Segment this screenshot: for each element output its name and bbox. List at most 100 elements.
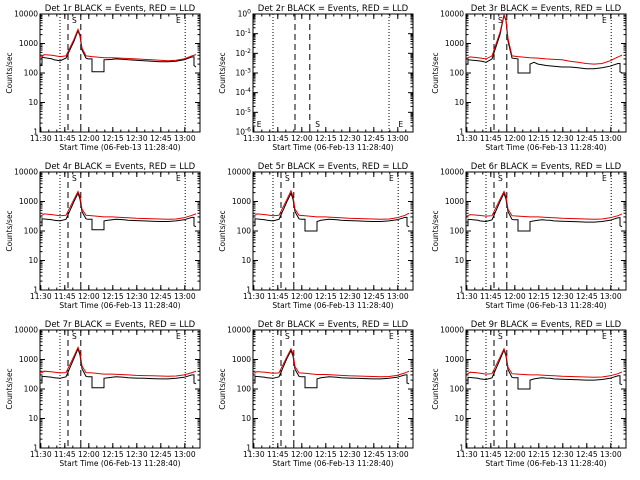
x-tick-label: 11:45 <box>54 450 76 459</box>
plot-frame <box>465 171 627 291</box>
y-axis-label: Counts/sec <box>5 52 14 93</box>
series-line-lld <box>465 190 623 220</box>
x-axis-label: Start Time (06-Feb-13 11:28:40) <box>59 301 180 310</box>
plot-frame <box>252 171 414 291</box>
x-axis-label: Start Time (06-Feb-13 11:28:40) <box>272 459 393 468</box>
end-marker: E <box>602 16 607 25</box>
panel-title: Det 7r BLACK = Events, RED = LLD <box>45 320 196 330</box>
x-tick-label: 12:00 <box>504 292 526 301</box>
panel-title: Det 8r BLACK = Events, RED = LLD <box>258 320 409 330</box>
x-tick-label: 12:30 <box>339 450 361 459</box>
y-tick-label: 1000 <box>232 197 251 206</box>
y-tick-label: 1 <box>459 286 464 295</box>
start-marker: S <box>498 16 503 25</box>
x-tick-label: 12:30 <box>339 292 361 301</box>
x-tick-label: 12:00 <box>504 134 526 143</box>
series-line-lld <box>39 28 197 62</box>
x-tick-label: 11:30 <box>30 450 52 459</box>
start-marker: S <box>315 120 320 129</box>
x-tick-label: 12:00 <box>291 292 313 301</box>
panel-title: Det 1r BLACK = Events, RED = LLD <box>45 4 196 14</box>
plot-frame <box>465 13 627 133</box>
y-tick-label: 1000 <box>19 355 38 364</box>
y-axis-label: Counts/sec <box>5 368 14 409</box>
x-tick-label: 12:00 <box>291 450 313 459</box>
x-axis-label: Start Time (06-Feb-13 11:28:40) <box>272 301 393 310</box>
series-line-lld <box>465 13 623 65</box>
end-marker: E <box>176 174 181 183</box>
x-tick-label: 12:15 <box>315 292 337 301</box>
y-axis-label: Counts/sec <box>218 210 227 251</box>
series-line-events <box>253 349 410 389</box>
y-tick-label: 10000 <box>14 326 38 335</box>
x-tick-label: 11:30 <box>30 292 52 301</box>
x-tick-label: 13:00 <box>174 134 196 143</box>
end-marker: E <box>389 174 394 183</box>
x-tick-label: 11:30 <box>456 292 478 301</box>
series-line-lld <box>465 347 623 378</box>
y-tick-label: 10-2 <box>235 48 251 58</box>
panel-title: Det 5r BLACK = Events, RED = LLD <box>258 162 409 172</box>
plot-frame <box>39 171 201 291</box>
y-tick-label: 1 <box>459 444 464 453</box>
series-line-events <box>466 191 623 232</box>
plot-frame <box>252 329 414 449</box>
y-tick-label: 100 <box>24 69 39 78</box>
series-line-events <box>466 13 623 74</box>
start-marker: S <box>285 174 290 183</box>
x-tick-label: 11:45 <box>267 134 289 143</box>
y-tick-label: 1 <box>33 128 38 137</box>
end-marker: E <box>602 332 607 341</box>
y-tick-label: 10-4 <box>235 87 251 97</box>
y-tick-label: 1000 <box>19 197 38 206</box>
y-axis-label: Counts/sec <box>431 210 440 251</box>
y-tick-label: 10000 <box>440 10 464 19</box>
x-tick-label: 12:45 <box>363 450 385 459</box>
detector-panel-5: Det 5r BLACK = Events, RED = LLD 1 10 100 10… <box>218 162 414 310</box>
y-tick-label: 10-1 <box>235 28 251 38</box>
series-line-lld <box>252 189 410 220</box>
x-tick-label: 11:45 <box>480 134 502 143</box>
detector-panel-8: Det 8r BLACK = Events, RED = LLD 1 10 100 10… <box>218 320 414 468</box>
x-tick-label: 11:45 <box>267 450 289 459</box>
x-tick-label: 12:00 <box>78 292 100 301</box>
series-line-events <box>466 348 623 390</box>
plot-frame <box>252 13 414 133</box>
y-tick-label: 1 <box>459 128 464 137</box>
x-tick-label: 13:00 <box>387 134 409 143</box>
x-tick-label: 11:45 <box>480 450 502 459</box>
x-tick-label: 12:45 <box>576 134 598 143</box>
x-tick-label: 11:45 <box>54 134 76 143</box>
x-tick-label: 12:45 <box>150 134 172 143</box>
x-tick-label: 12:15 <box>102 292 124 301</box>
x-tick-label: 11:45 <box>54 292 76 301</box>
series-line-events <box>253 191 410 232</box>
x-tick-label: 12:45 <box>150 292 172 301</box>
series-line-events <box>40 347 197 389</box>
x-tick-label: 12:45 <box>363 292 385 301</box>
x-tick-label: 12:45 <box>363 134 385 143</box>
y-tick-label: 100 <box>450 227 465 236</box>
x-tick-label: 11:45 <box>267 292 289 301</box>
x-tick-label: 12:45 <box>150 450 172 459</box>
y-tick-label: 1 <box>246 286 251 295</box>
y-tick-label: 100 <box>24 385 39 394</box>
y-tick-label: 10000 <box>440 168 464 177</box>
end-marker: E <box>389 332 394 341</box>
x-tick-label: 12:00 <box>78 450 100 459</box>
x-tick-label: 13:00 <box>600 292 622 301</box>
y-tick-label: 100 <box>24 227 39 236</box>
panel-title: Det 4r BLACK = Events, RED = LLD <box>45 162 196 172</box>
x-axis-label: Start Time (06-Feb-13 11:28:40) <box>485 459 606 468</box>
series-line-lld <box>39 345 197 377</box>
x-tick-label: 12:45 <box>576 292 598 301</box>
x-tick-label: 12:15 <box>528 450 550 459</box>
x-tick-label: 13:00 <box>600 134 622 143</box>
x-tick-label: 12:30 <box>339 134 361 143</box>
end-marker: E <box>398 120 403 129</box>
panel-title: Det 2r BLACK = Events, RED = LLD <box>258 4 409 14</box>
start-marker: S <box>285 332 290 341</box>
series-line-events <box>40 191 197 231</box>
x-tick-label: 12:00 <box>78 134 100 143</box>
y-tick-label: 10000 <box>440 326 464 335</box>
